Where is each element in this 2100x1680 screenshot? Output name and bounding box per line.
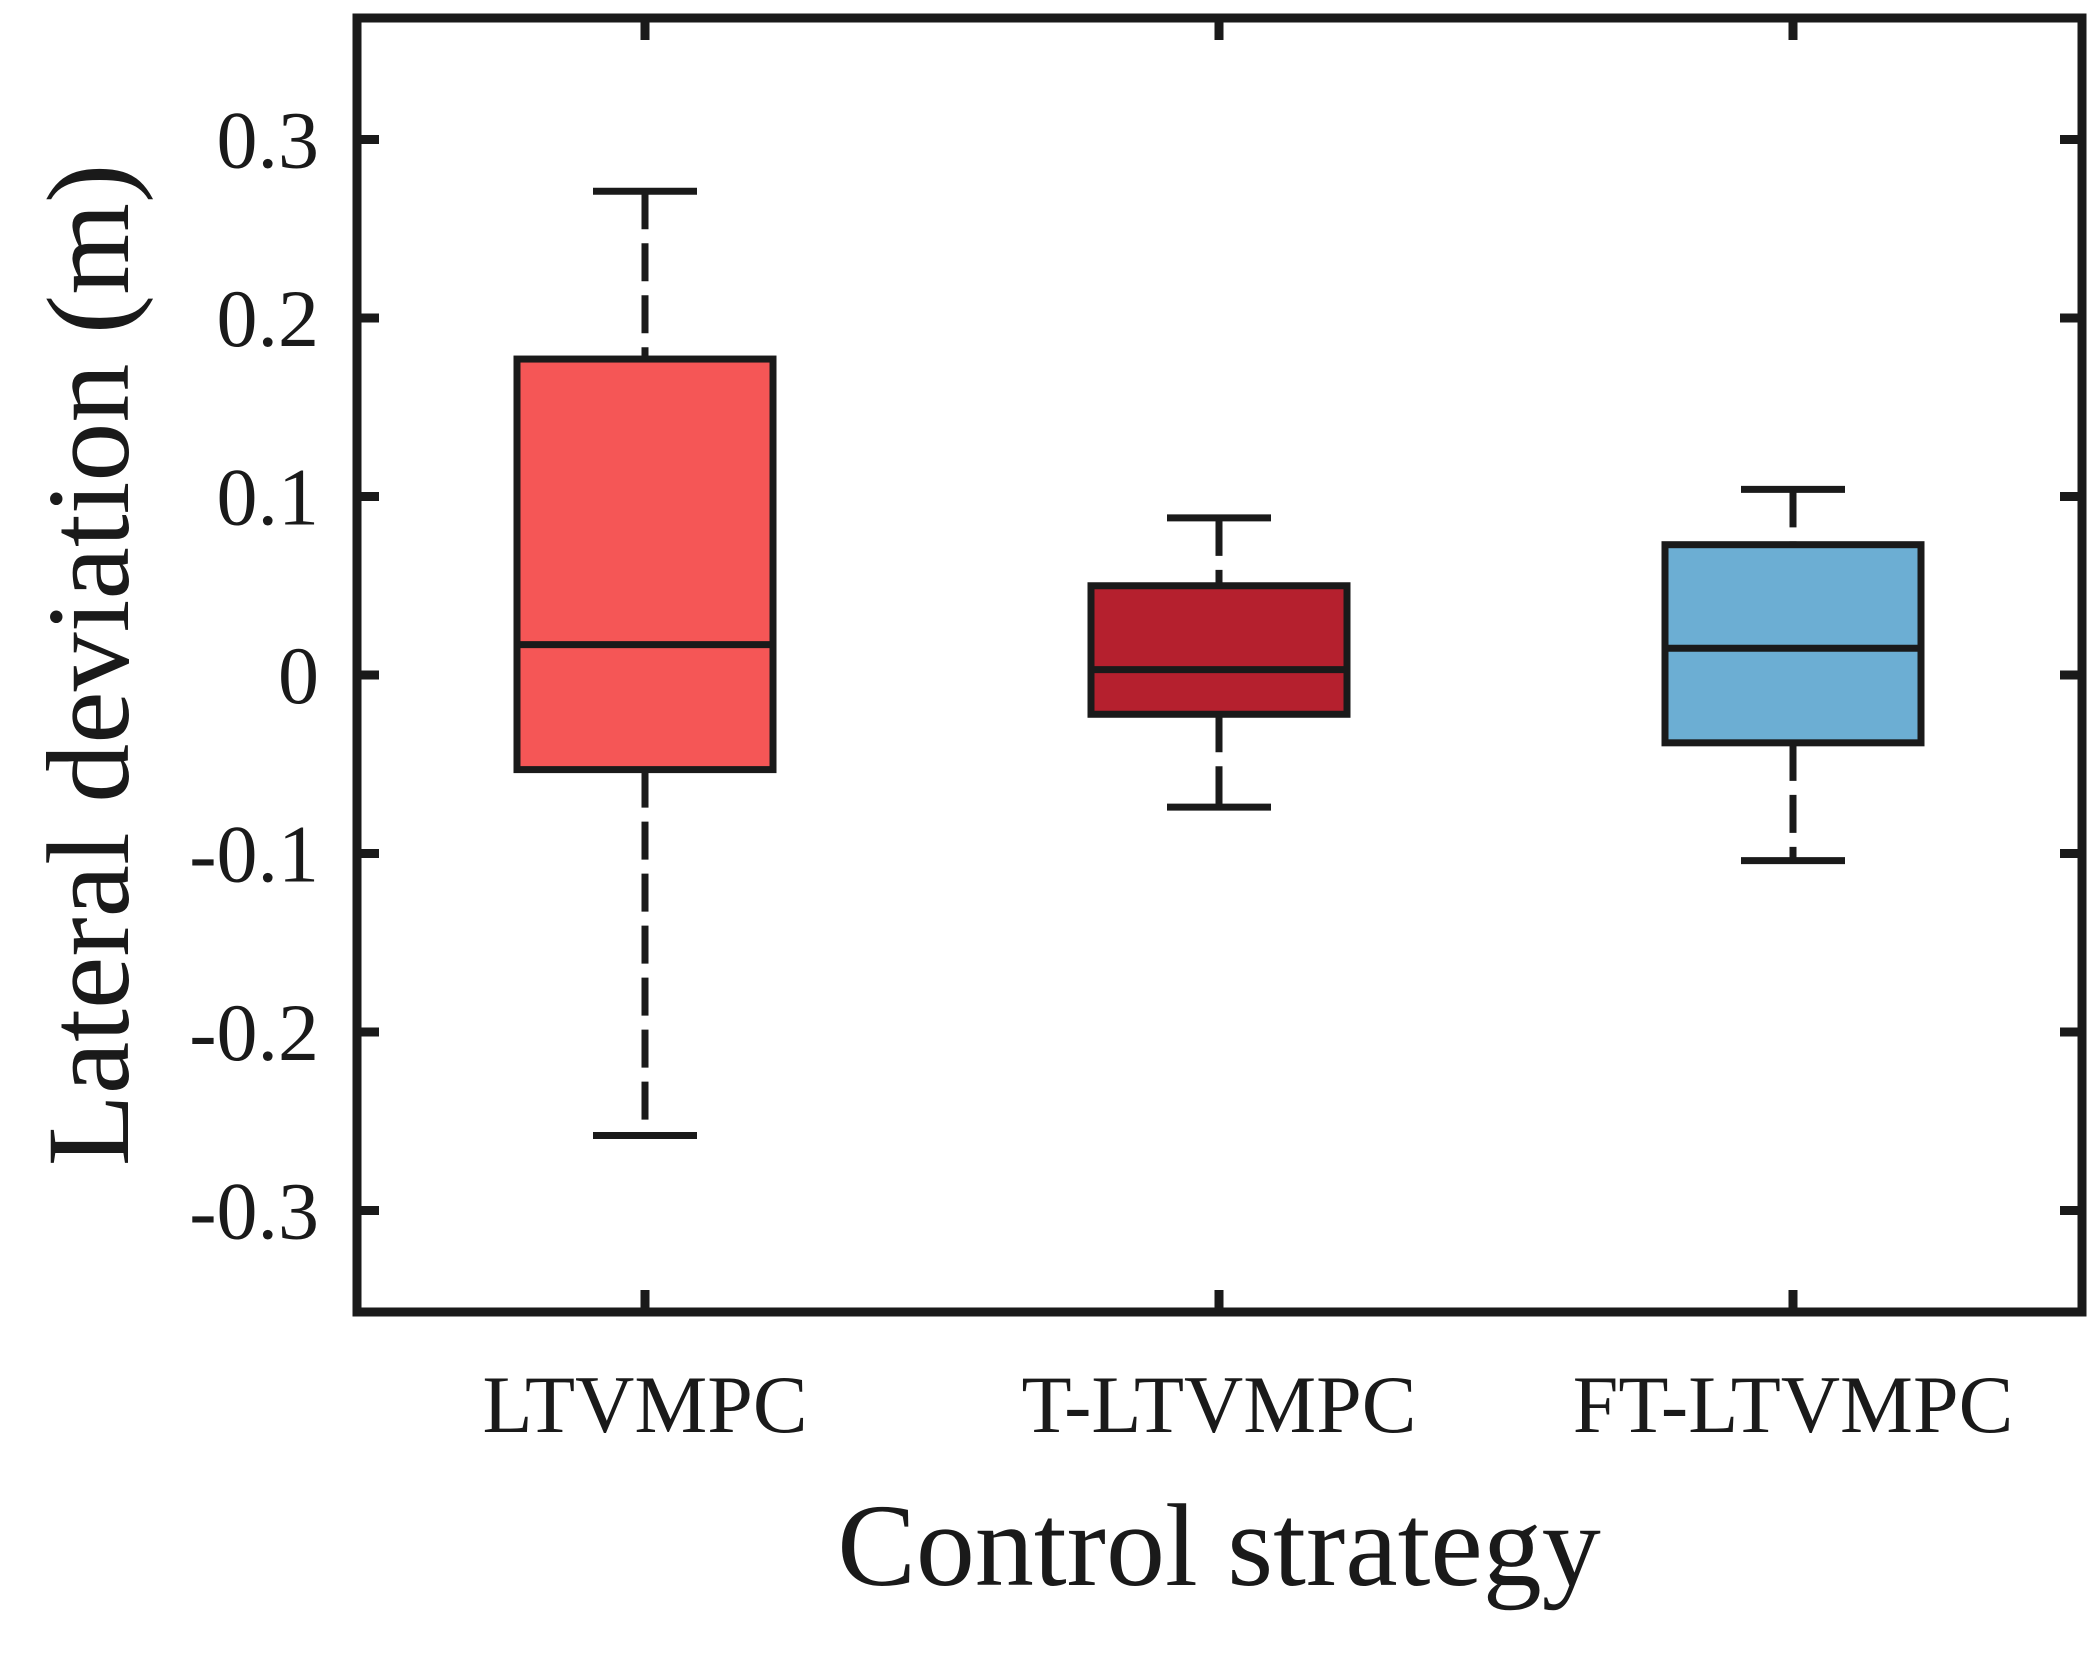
y-tick-label: 0.3 [217,95,320,186]
y-tick-label: -0.1 [189,809,319,900]
x-axis-title: Control strategy [837,1480,1601,1611]
box-ft-ltvmpc [1661,485,1925,865]
x-category-label: FT-LTVMPC [1573,1359,2014,1450]
y-tick-label: 0.1 [217,452,320,543]
box-t-ltvmpc [1087,514,1351,811]
iqr-box [513,355,777,774]
y-axis: -0.3 -0.2 -0.1 0 0.1 0.2 0.3 [189,95,2082,1257]
iqr-box [1661,541,1925,747]
y-tick-label: -0.3 [189,1166,319,1257]
x-axis: LTVMPC T-LTVMPC FT-LTVMPC [482,18,2013,1450]
y-tick-label: 0.2 [217,273,320,364]
x-category-label: LTVMPC [482,1359,807,1450]
box-ltvmpc [513,187,777,1140]
y-tick-label: 0 [278,630,319,721]
box-series [513,187,1925,1140]
y-tick-label: -0.2 [189,987,319,1078]
y-axis-title: Lateral deviation (m) [23,164,154,1167]
iqr-box [1087,582,1351,718]
x-category-label: T-LTVMPC [1022,1359,1417,1450]
